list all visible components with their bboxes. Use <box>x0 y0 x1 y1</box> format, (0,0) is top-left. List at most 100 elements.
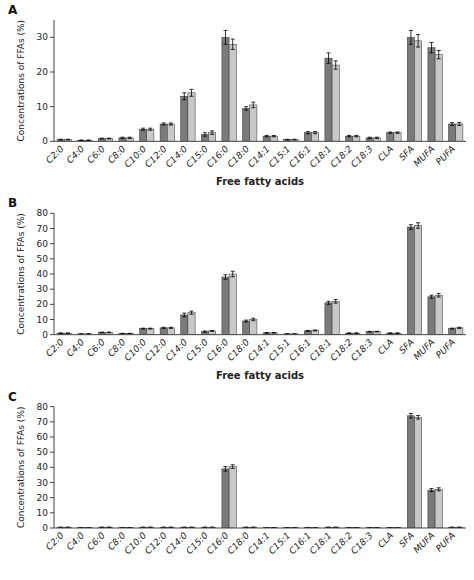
error-bar <box>306 132 310 134</box>
y-axis <box>54 213 55 334</box>
error-bar <box>203 133 207 136</box>
x-axis <box>54 334 466 335</box>
panel-title: B <box>8 196 17 210</box>
y-tick-label: 30 <box>37 284 49 294</box>
x-tick-label: C18:2 <box>328 143 354 169</box>
error-bar <box>457 327 461 328</box>
y-tick-label: 70 <box>37 417 49 427</box>
y-tick <box>50 289 54 290</box>
bar <box>394 133 401 142</box>
y-tick <box>50 319 54 320</box>
bar <box>325 303 332 335</box>
y-axis-label: Concentrations of FFAs (%) <box>16 213 26 335</box>
x-tick-label: C16:0 <box>205 143 231 169</box>
x-tick-label: CLA <box>376 530 395 549</box>
x-tick-label: CLA <box>376 144 395 163</box>
y-tick-label: 0 <box>42 523 48 533</box>
x-tick-label: C16:0 <box>205 530 231 556</box>
x-tick-label: C15:0 <box>184 143 210 169</box>
bar <box>242 108 249 141</box>
x-tick-label: C6:0 <box>85 337 107 359</box>
bar <box>456 124 463 141</box>
bar <box>312 330 319 334</box>
bar <box>222 37 229 141</box>
error-bar <box>223 30 227 44</box>
bar <box>366 138 373 141</box>
error-bar <box>375 137 379 138</box>
error-bar <box>396 332 400 334</box>
bar <box>332 301 339 334</box>
y-tick <box>50 421 54 422</box>
bar <box>222 277 229 335</box>
bar <box>387 133 394 142</box>
bar <box>229 44 236 141</box>
error-bar <box>210 330 214 332</box>
error-bar <box>231 465 235 469</box>
error-bar <box>285 139 289 141</box>
x-tick-label: C18:2 <box>328 337 354 363</box>
bar <box>250 105 257 141</box>
y-tick <box>50 243 54 244</box>
error-bar <box>396 132 400 133</box>
error-bar <box>354 332 358 334</box>
error-bar <box>162 123 166 125</box>
bar <box>126 138 133 141</box>
x-tick-label: C2:0 <box>44 143 66 165</box>
y-tick <box>50 72 54 73</box>
error-bar <box>334 61 338 69</box>
error-bar <box>100 332 104 334</box>
y-tick-label: 60 <box>37 432 49 442</box>
x-tick-label: C14:0 <box>164 337 190 363</box>
x-tick-label: C14:1 <box>246 337 272 363</box>
error-bar <box>182 93 186 100</box>
error-bar <box>182 313 186 317</box>
x-tick-label: C18:3 <box>349 337 375 363</box>
error-bar <box>223 275 227 280</box>
error-bar <box>244 320 248 322</box>
x-tick-label: C18:3 <box>349 530 375 556</box>
x-tick-label: C12:0 <box>143 337 169 363</box>
marks <box>57 223 463 335</box>
x-tick-label: C10:0 <box>122 143 148 169</box>
x-tick-label: C18:1 <box>308 337 334 363</box>
x-tick-label: C6:0 <box>85 143 107 165</box>
x-tick-label: C18:1 <box>308 530 334 556</box>
x-tick-label: C15:1 <box>267 337 293 363</box>
error-bar <box>347 135 351 136</box>
error-bar <box>169 123 173 125</box>
error-bar <box>409 225 413 230</box>
error-bar <box>244 107 248 110</box>
x-tick-label: MUFA <box>412 530 437 555</box>
bar <box>222 469 229 528</box>
bar <box>373 138 380 141</box>
error-bar <box>107 332 111 334</box>
error-bar <box>457 123 461 126</box>
error-bar <box>293 139 297 141</box>
y-tick <box>50 334 54 335</box>
error-bar <box>368 331 372 333</box>
error-bar <box>326 301 330 304</box>
bar <box>428 48 435 142</box>
x-tick-label: PUFA <box>434 530 457 553</box>
x-tick-label: C12:0 <box>143 143 169 169</box>
error-bar <box>272 332 276 334</box>
y-tick <box>50 497 54 498</box>
error-bar <box>59 332 63 333</box>
error-bar <box>313 132 317 134</box>
bar <box>181 315 188 335</box>
bar <box>160 328 167 335</box>
y-tick-label: 10 <box>37 508 49 518</box>
y-tick <box>50 258 54 259</box>
bar <box>188 313 195 335</box>
error-bar <box>100 138 104 140</box>
bar <box>435 55 442 142</box>
error-bar <box>416 223 420 228</box>
bar <box>428 297 435 335</box>
x-tick-label: C4:0 <box>65 530 87 552</box>
bar <box>242 321 249 335</box>
error-bar <box>223 467 227 472</box>
bar <box>407 37 414 141</box>
bar <box>147 329 154 335</box>
x-tick-label: C16:1 <box>287 337 313 363</box>
error-bar <box>437 293 441 297</box>
